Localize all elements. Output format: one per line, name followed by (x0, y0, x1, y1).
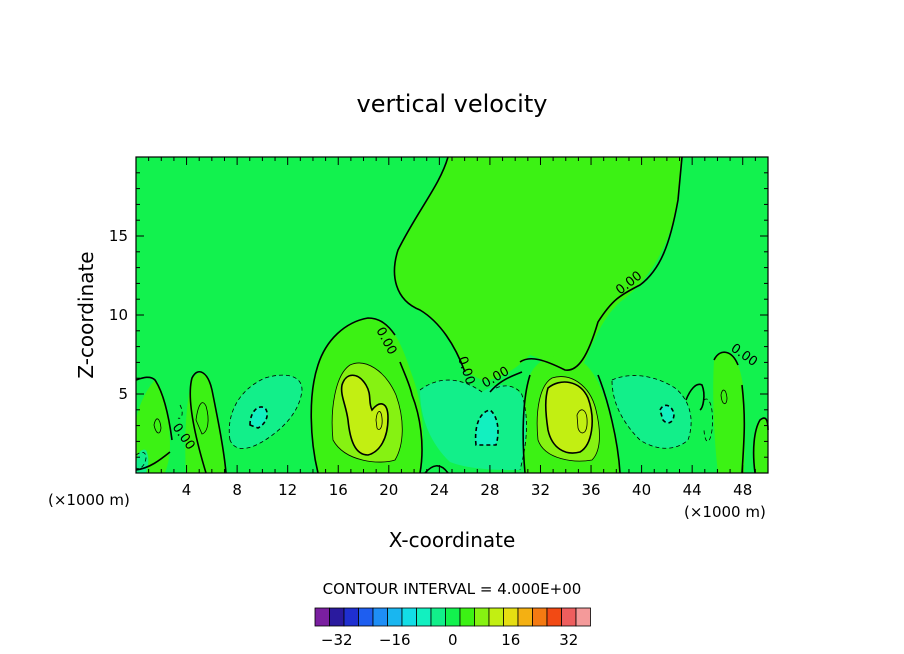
x-tick-label: 16 (329, 481, 348, 499)
x-tick-label: 44 (683, 481, 702, 499)
contour-line-neg-3 (611, 375, 692, 449)
contour-region-small-3 (713, 352, 746, 473)
colorbar-swatch (488, 607, 504, 627)
contour-region-downdraft-core-3 (660, 405, 674, 423)
contour-line-zero-small-2b (135, 451, 171, 471)
x-unit-right: (×1000 m) (684, 503, 766, 521)
x-axis-label: X-coordinate (389, 528, 516, 552)
chart-title: vertical velocity (357, 90, 548, 118)
y-tick-label: 5 (118, 385, 128, 403)
contour-line-zero-small-2 (135, 376, 173, 441)
contour-region-updraft-core-left (341, 375, 388, 455)
plot-area: 0.00 0.00 0.00 0.00 0.00 0.00 4 8 12 16 20 24… (109, 156, 769, 499)
x-tick-label: 32 (531, 481, 550, 499)
contour-line-neg-6 (703, 398, 713, 442)
colorbar-labels: −32 −16 0 16 32 (321, 631, 578, 649)
contour-line-neg-1 (228, 374, 303, 449)
contour-line-pos-small-4c (720, 389, 728, 405)
colorbar-tick-label: 16 (501, 631, 520, 649)
contour-line-pos-right-12 (576, 409, 588, 434)
contour-line-neg-2 (419, 379, 527, 471)
colorbar-swatch (503, 607, 519, 627)
x-tick-label: 40 (632, 481, 651, 499)
contour-line-zero-small-1 (189, 370, 227, 474)
colorbar-swatch (517, 607, 533, 627)
colorbar-tick-label: −16 (379, 631, 411, 649)
contour-region-small-4 (753, 418, 768, 473)
contour-line-zero-bottom-2 (489, 371, 523, 393)
colorbar-swatch (329, 607, 345, 627)
contour-line-pos-left-8 (340, 374, 389, 456)
colorbar-tick-label: 0 (448, 631, 458, 649)
contour-line-pos-right-8 (544, 381, 593, 454)
contour-region-downdraft-core-2 (475, 410, 498, 445)
contour-region-downdraft-2 (420, 380, 527, 470)
colorbar-swatch (459, 607, 475, 627)
contour-line-pos-small-4 (195, 402, 209, 435)
contour-line-neg-4 (177, 404, 183, 419)
colorbar-tick-label: −32 (321, 631, 353, 649)
colorbar-swatch (430, 607, 446, 627)
contour-line-neg-core-1 (249, 406, 268, 429)
colorbar-swatch (372, 607, 388, 627)
x-tick-label: 24 (430, 481, 449, 499)
x-tick-label: 36 (581, 481, 600, 499)
contour-lines (135, 156, 769, 474)
x-tick-label: 8 (232, 481, 242, 499)
contour-region-plume (394, 157, 682, 381)
colorbar-swatch (445, 607, 461, 627)
contour-region-downdraft-3 (612, 375, 692, 449)
contour-line-zero-updraft-right-2 (597, 374, 621, 474)
contour-line-pos-left-12 (375, 411, 383, 430)
x-tick-label: 28 (480, 481, 499, 499)
colorbar-swatch (314, 607, 330, 627)
y-tick-label: 15 (109, 227, 128, 245)
x-tick-label: 12 (278, 481, 297, 499)
colorbar-swatch (532, 607, 548, 627)
x-unit-left: (×1000 m) (48, 491, 130, 509)
contour-line-zero-updraft-left-2 (399, 361, 423, 474)
contour-region-updraft-max-left (376, 411, 383, 430)
contour-line-pos-small-4b (153, 418, 162, 434)
x-tick-label: 48 (733, 481, 752, 499)
x-tick-label: 4 (182, 481, 192, 499)
contour-region-downdraft-core-1 (250, 406, 268, 428)
contour-region-updraft-core-right (545, 382, 593, 454)
contour-line-zero-small-3 (713, 351, 746, 474)
contour-line-neg-5 (135, 451, 147, 469)
colorbar-swatch (561, 607, 577, 627)
contour-line-zero-plume (393, 156, 683, 373)
colorbar-swatch (546, 607, 562, 627)
y-axis-label: Z-coordinate (74, 251, 98, 378)
contour-interval-label: CONTOUR INTERVAL = 4.000E+00 (323, 580, 582, 598)
colorbar-swatch (416, 607, 432, 627)
colorbar (314, 607, 591, 627)
colorbar-swatch (387, 607, 403, 627)
contour-line-pos-left-4 (331, 362, 403, 463)
contour-line-zero-updraft-left (310, 317, 396, 474)
contour-line-pos-right-4 (536, 376, 600, 462)
colorbar-swatch (401, 607, 417, 627)
y-tick-label: 10 (109, 306, 128, 324)
contour-region-small-1 (185, 373, 226, 473)
contour-line-neg-core-2 (474, 409, 499, 446)
colorbar-swatch (575, 607, 591, 627)
contour-line-zero-updraft-right (522, 374, 531, 474)
colorbar-tick-label: 32 (559, 631, 578, 649)
contour-line-zero-small-4 (685, 383, 705, 411)
colorbar-swatch (358, 607, 374, 627)
contour-region-updraft-max-right (577, 409, 588, 433)
colorbar-swatch (343, 607, 359, 627)
x-tick-label: 20 (379, 481, 398, 499)
axis-ticks (136, 157, 768, 473)
colorbar-swatch (474, 607, 490, 627)
